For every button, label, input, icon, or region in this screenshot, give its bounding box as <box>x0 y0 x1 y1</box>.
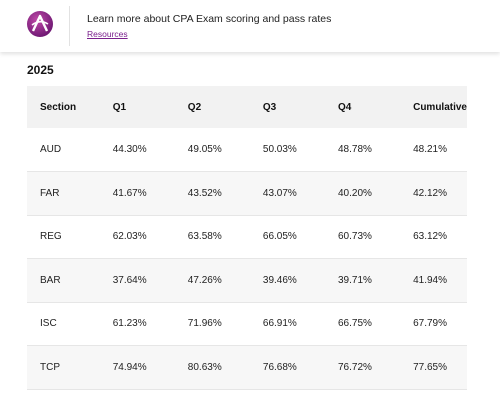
cell-q2: 49.05% <box>187 144 222 155</box>
cell-q4: 40.20% <box>337 187 372 199</box>
cell-q3: 66.05% <box>262 231 297 243</box>
cell-q3: 43.07% <box>262 187 297 199</box>
table-row: ISC 61.23% 71.96% 66.91% 66.75% 67.79% <box>27 302 467 346</box>
table-row: FAR 41.67% 43.52% 43.07% 40.20% 42.12% <box>27 171 467 215</box>
table-row: REG 62.03% 63.58% 66.05% 60.73% 63.12% <box>27 215 467 259</box>
cell-section: FAR <box>40 187 60 199</box>
cell-section: TCP <box>40 361 60 373</box>
cell-q4: 66.75% <box>337 318 372 330</box>
cell-q2: 71.96% <box>187 318 222 330</box>
banner-text: Learn more about CPA Exam scoring and pa… <box>87 13 332 25</box>
pass-rates-table: Section Q1 Q2 Q3 Q4 Cumulative AUD 44.30… <box>27 86 467 390</box>
header-q1: Q1 <box>112 101 127 113</box>
header-q4: Q4 <box>337 101 352 113</box>
aicpa-logo-icon[interactable] <box>26 10 54 38</box>
cell-q2: 63.58% <box>187 231 222 243</box>
cell-q3: 66.91% <box>262 318 297 330</box>
header-q2: Q2 <box>187 101 202 113</box>
cell-cumulative: 63.12% <box>413 231 448 243</box>
header-cumulative: Cumulative <box>413 101 467 113</box>
table-row: TCP 74.94% 80.63% 76.68% 76.72% 77.65% <box>27 345 467 389</box>
cell-q2: 80.63% <box>187 361 222 373</box>
cell-q2: 43.52% <box>187 187 222 199</box>
cell-q4: 76.72% <box>337 361 372 373</box>
cell-q4: 39.71% <box>337 274 372 286</box>
cell-cumulative: 77.65% <box>413 361 448 373</box>
cell-q1: 44.30% <box>112 144 147 155</box>
header-q3: Q3 <box>262 101 277 113</box>
cell-q3: 39.46% <box>262 274 297 286</box>
table-row: BAR 37.64% 47.26% 39.46% 39.71% 41.94% <box>27 258 467 302</box>
cell-q3: 76.68% <box>262 361 297 373</box>
cell-q3: 50.03% <box>262 144 297 155</box>
cell-cumulative: 41.94% <box>413 274 448 286</box>
cell-q1: 41.67% <box>112 187 147 199</box>
cell-section: ISC <box>40 318 57 330</box>
cell-q4: 60.73% <box>337 231 372 243</box>
resources-link[interactable]: Resources <box>87 29 128 39</box>
cell-section: BAR <box>40 274 61 286</box>
cell-q1: 37.64% <box>112 274 147 286</box>
cell-section: REG <box>40 231 62 243</box>
cell-q1: 62.03% <box>112 231 147 243</box>
cell-cumulative: 48.21% <box>413 144 448 155</box>
cell-q4: 48.78% <box>337 144 372 155</box>
cell-cumulative: 67.79% <box>413 318 448 330</box>
table-header-row: Section Q1 Q2 Q3 Q4 Cumulative <box>27 86 467 128</box>
cell-cumulative: 42.12% <box>413 187 448 199</box>
header-section: Section <box>40 101 77 113</box>
cell-section: AUD <box>40 144 62 155</box>
cell-q2: 47.26% <box>187 274 222 286</box>
year-heading: 2025 <box>27 63 54 77</box>
cell-q1: 61.23% <box>112 318 147 330</box>
top-banner: Learn more about CPA Exam scoring and pa… <box>0 0 500 52</box>
banner-divider <box>69 6 70 46</box>
table-row: AUD 44.30% 49.05% 50.03% 48.78% 48.21% <box>27 128 467 172</box>
cell-q1: 74.94% <box>112 361 147 373</box>
